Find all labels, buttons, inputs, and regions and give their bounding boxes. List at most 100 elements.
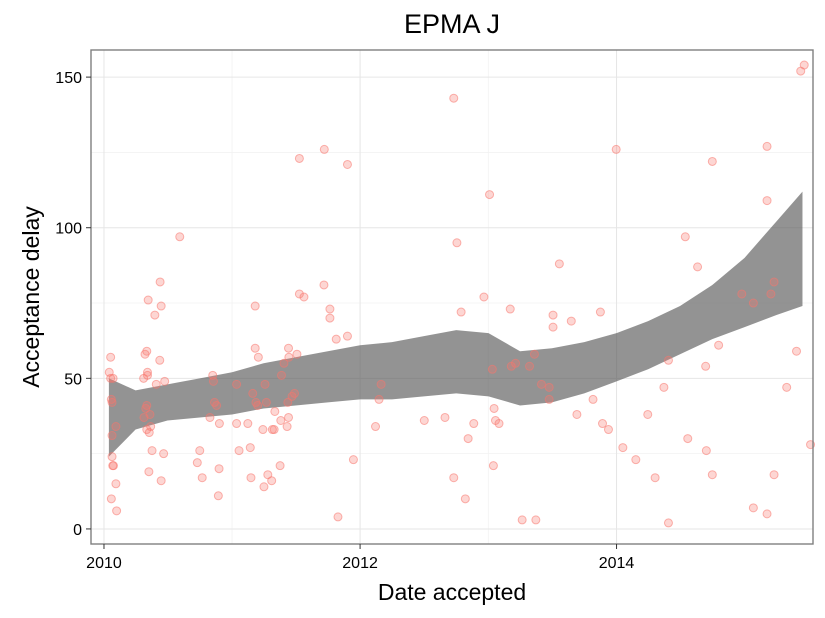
data-point bbox=[680, 232, 690, 242]
data-point bbox=[342, 159, 352, 169]
data-point bbox=[489, 403, 499, 413]
x-axis-title: Date accepted bbox=[378, 579, 526, 605]
data-point bbox=[143, 295, 153, 305]
data-point bbox=[456, 307, 466, 317]
data-point bbox=[663, 518, 673, 528]
data-point bbox=[112, 506, 122, 516]
data-point bbox=[737, 289, 747, 299]
y-tick-label: 100 bbox=[55, 221, 82, 238]
x-axis: 2010 2012 2014 bbox=[86, 544, 634, 572]
data-point bbox=[282, 422, 292, 432]
data-point bbox=[748, 503, 758, 513]
data-point bbox=[505, 304, 515, 314]
data-point bbox=[294, 153, 304, 163]
data-point bbox=[259, 482, 269, 492]
data-point bbox=[142, 370, 152, 380]
data-point bbox=[707, 470, 717, 480]
data-point bbox=[598, 419, 608, 429]
data-point bbox=[449, 473, 459, 483]
data-point bbox=[479, 292, 489, 302]
plot-border bbox=[90, 49, 814, 545]
data-point bbox=[151, 379, 161, 389]
data-point bbox=[258, 425, 268, 435]
data-point bbox=[460, 494, 470, 504]
data-point bbox=[603, 425, 613, 435]
data-point bbox=[292, 349, 302, 359]
data-point bbox=[701, 446, 711, 456]
data-point bbox=[348, 455, 358, 465]
data-point bbox=[517, 515, 527, 525]
data-point bbox=[485, 190, 495, 200]
data-point bbox=[554, 259, 564, 269]
data-point bbox=[156, 476, 166, 486]
data-point bbox=[150, 310, 160, 320]
data-point bbox=[452, 238, 462, 248]
data-points bbox=[104, 60, 816, 528]
data-point bbox=[701, 361, 711, 371]
data-point bbox=[107, 452, 117, 462]
data-point bbox=[253, 352, 263, 362]
data-point bbox=[140, 349, 150, 359]
data-point bbox=[469, 419, 479, 429]
data-point bbox=[159, 449, 169, 459]
data-point bbox=[419, 416, 429, 425]
data-point bbox=[762, 509, 772, 519]
data-point bbox=[683, 434, 693, 444]
data-point bbox=[631, 455, 641, 465]
data-point bbox=[146, 422, 156, 432]
data-point bbox=[192, 458, 202, 468]
data-point bbox=[145, 409, 155, 419]
x-tick-label: 2012 bbox=[342, 555, 378, 572]
data-point bbox=[463, 434, 473, 444]
plot-background bbox=[91, 50, 813, 544]
data-point bbox=[643, 409, 653, 419]
data-point bbox=[106, 494, 116, 504]
data-point bbox=[487, 364, 497, 374]
data-point bbox=[106, 373, 116, 383]
data-point bbox=[284, 412, 294, 422]
data-point bbox=[284, 343, 294, 353]
data-point bbox=[107, 397, 117, 407]
data-point bbox=[510, 358, 520, 368]
data-point bbox=[762, 196, 772, 206]
data-point bbox=[260, 379, 270, 389]
data-point bbox=[333, 512, 343, 522]
data-point bbox=[111, 479, 121, 489]
data-point bbox=[611, 144, 621, 154]
data-point bbox=[147, 446, 157, 456]
data-point bbox=[270, 406, 280, 416]
data-point bbox=[376, 379, 386, 389]
x-tick-label: 2010 bbox=[86, 555, 122, 572]
y-axis: 0 50 100 150 bbox=[55, 70, 91, 539]
data-point bbox=[155, 277, 165, 287]
data-point bbox=[331, 334, 341, 344]
data-point bbox=[766, 289, 776, 299]
data-point bbox=[707, 156, 717, 166]
data-point bbox=[374, 394, 384, 404]
data-point bbox=[488, 461, 498, 471]
data-point bbox=[440, 412, 450, 422]
data-point bbox=[142, 367, 152, 377]
data-point bbox=[371, 422, 381, 432]
data-point bbox=[531, 515, 541, 525]
data-point bbox=[595, 307, 605, 317]
data-point bbox=[289, 388, 299, 398]
y-axis-title: Acceptance delay bbox=[18, 206, 44, 388]
data-point bbox=[156, 301, 166, 311]
data-point bbox=[246, 473, 256, 483]
y-tick-label: 150 bbox=[55, 70, 82, 87]
data-point bbox=[529, 349, 539, 359]
data-point bbox=[208, 376, 218, 386]
data-point bbox=[106, 352, 116, 362]
data-point bbox=[342, 331, 352, 341]
data-point bbox=[213, 491, 223, 501]
data-point bbox=[544, 382, 554, 392]
data-point bbox=[197, 473, 207, 483]
data-point bbox=[544, 394, 554, 404]
data-point bbox=[276, 370, 286, 380]
data-point bbox=[294, 289, 304, 299]
data-point bbox=[245, 443, 255, 453]
data-point bbox=[269, 425, 279, 435]
data-point bbox=[234, 446, 244, 456]
data-point bbox=[650, 473, 660, 483]
